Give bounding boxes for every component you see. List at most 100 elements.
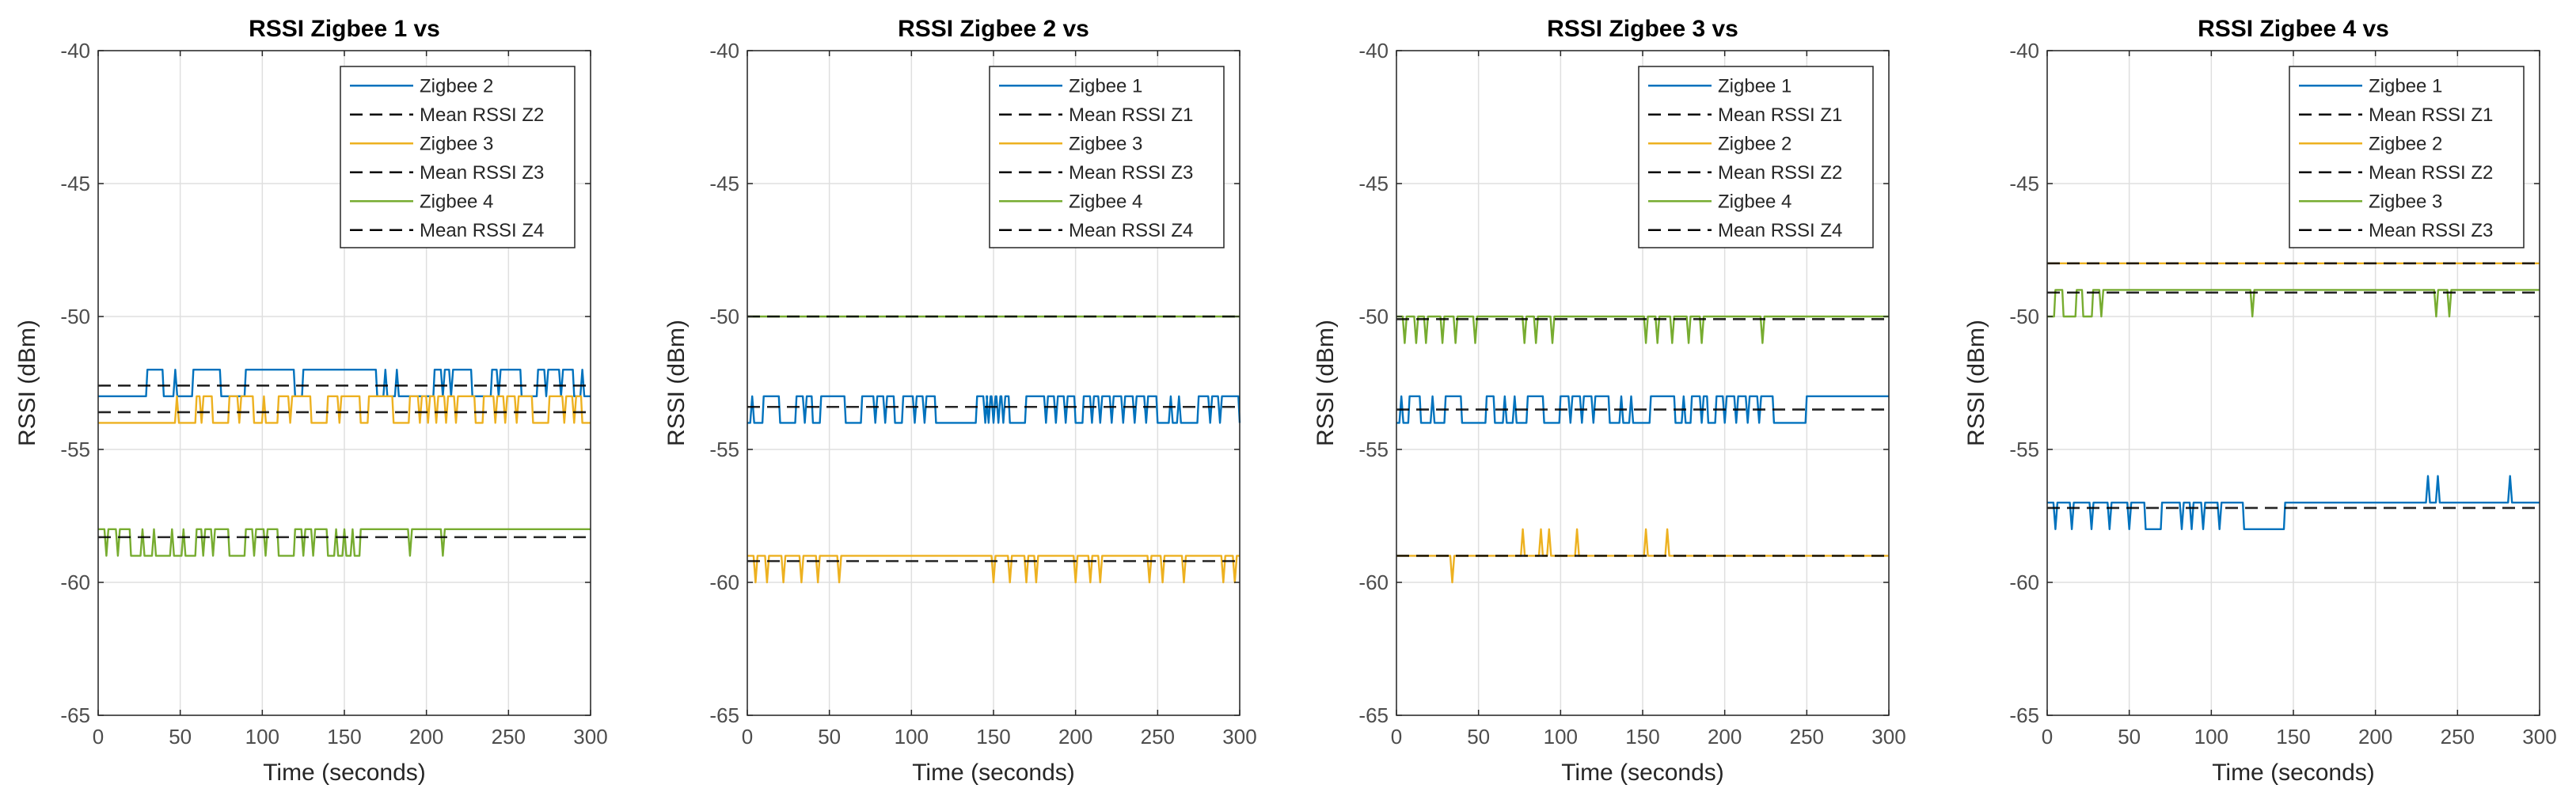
x-tick-label: 100: [245, 725, 279, 749]
y-tick-label: -40: [2009, 39, 2039, 63]
y-tick-label: -50: [2009, 305, 2039, 328]
chart-panel-1: 0 50 100 150 200 250 300 -65 -60 -55 -50 -45 -40 RSSI…: [14, 16, 608, 786]
legend-label-3: Zigbee 3: [420, 133, 493, 154]
x-tick-label: 0: [1391, 725, 1402, 749]
series-line-5: [2047, 289, 2540, 318]
y-tick-label: -50: [60, 305, 90, 328]
y-tick-label: -40: [709, 39, 739, 63]
legend-label-6: Mean RSSI Z4: [1069, 220, 1193, 241]
legend-label-5: Zigbee 4: [1718, 191, 1791, 212]
y-tick-label: -45: [60, 172, 90, 195]
x-tick-label: 250: [492, 725, 526, 749]
y-tick-label: -45: [2009, 172, 2039, 195]
series-line-5: [98, 528, 591, 557]
legend-box: [2289, 66, 2525, 248]
x-tick-label: 300: [2522, 725, 2556, 749]
legend-label-4: Mean RSSI Z2: [1718, 162, 1842, 184]
x-tick-label: 200: [1058, 725, 1092, 749]
y-tick-label: -55: [60, 438, 90, 461]
y-tick-label: -60: [2009, 570, 2039, 594]
legend: Zigbee 1 Mean RSSI Z1 Zigbee 2 Mean RSSI Z2…: [1638, 66, 1874, 248]
y-tick-label: -65: [60, 703, 90, 727]
legend-label-1: Zigbee 1: [1718, 75, 1791, 97]
legend-label-1: Zigbee 1: [1069, 75, 1142, 97]
chart-panel-2: 0 50 100 150 200 250 300 -65 -60 -55 -50 -45 -40 RSSI…: [663, 16, 1257, 786]
y-tick-label: -45: [1358, 172, 1389, 195]
x-tick-label: 150: [2276, 725, 2310, 749]
legend: Zigbee 1 Mean RSSI Z1 Zigbee 3 Mean RSSI Z3…: [989, 66, 1225, 248]
chart-panel-3: 0 50 100 150 200 250 300 -65 -60 -55 -50 -45 -40 RSSI…: [1313, 16, 1906, 786]
x-tick-label: 0: [742, 725, 753, 749]
x-tick-label: 150: [1625, 725, 1659, 749]
series-line-1: [1396, 395, 1889, 424]
y-tick-label: -55: [709, 438, 739, 461]
legend-label-3: Zigbee 2: [1718, 133, 1791, 154]
x-tick-label: 50: [2118, 725, 2141, 749]
chart-title: RSSI Zigbee 1 vs: [249, 16, 440, 42]
legend-label-2: Mean RSSI Z1: [2369, 104, 2493, 126]
legend-label-6: Mean RSSI Z4: [420, 220, 544, 241]
legend-label-4: Mean RSSI Z2: [2369, 162, 2493, 184]
y-tick-label: -65: [709, 703, 739, 727]
series-line-1: [747, 395, 1241, 424]
y-tick-label: -50: [709, 305, 739, 328]
x-tick-label: 250: [1141, 725, 1175, 749]
legend-label-3: Zigbee 2: [2369, 133, 2442, 154]
legend-box: [340, 66, 576, 248]
x-axis-label: Time (seconds): [263, 760, 426, 786]
y-tick-label: -55: [1358, 438, 1389, 461]
y-axis-label: RSSI (dBm): [1963, 320, 1989, 446]
x-tick-label: 100: [895, 725, 929, 749]
x-tick-label: 150: [327, 725, 361, 749]
x-axis-label: Time (seconds): [912, 760, 1075, 786]
series-line-3: [98, 395, 591, 424]
x-tick-label: 300: [1871, 725, 1905, 749]
x-tick-label: 50: [169, 725, 192, 749]
legend-label-5: Zigbee 4: [1069, 191, 1142, 212]
x-axis-label: Time (seconds): [1561, 760, 1724, 786]
legend-label-1: Zigbee 2: [420, 75, 493, 97]
y-tick-label: -40: [1358, 39, 1389, 63]
y-tick-label: -45: [709, 172, 739, 195]
series-line-1: [2047, 475, 2540, 530]
chart-title: RSSI Zigbee 2 vs: [898, 16, 1089, 42]
chart-panel-4: 0 50 100 150 200 250 300 -65 -60 -55 -50 -45 -40 RSSI…: [1963, 16, 2557, 786]
x-tick-label: 200: [409, 725, 443, 749]
y-tick-label: -40: [60, 39, 90, 63]
x-tick-label: 300: [573, 725, 607, 749]
legend-label-6: Mean RSSI Z3: [2369, 220, 2493, 241]
y-tick-label: -50: [1358, 305, 1389, 328]
legend-label-5: Zigbee 4: [420, 191, 493, 212]
series-line-3: [747, 555, 1240, 584]
x-tick-label: 100: [1544, 725, 1578, 749]
y-tick-label: -65: [1358, 703, 1389, 727]
legend-box: [1638, 66, 1874, 248]
y-tick-label: -65: [2009, 703, 2039, 727]
legend: Zigbee 1 Mean RSSI Z1 Zigbee 2 Mean RSSI Z2…: [2289, 66, 2525, 248]
x-tick-label: 250: [1790, 725, 1824, 749]
y-tick-label: -60: [60, 570, 90, 594]
legend-label-4: Mean RSSI Z3: [1069, 162, 1193, 184]
y-tick-label: -55: [2009, 438, 2039, 461]
x-tick-label: 0: [2042, 725, 2053, 749]
x-tick-label: 0: [93, 725, 104, 749]
legend-label-4: Mean RSSI Z3: [420, 162, 544, 184]
legend-label-2: Mean RSSI Z2: [420, 104, 544, 126]
x-axis-label: Time (seconds): [2212, 760, 2375, 786]
legend: Zigbee 2 Mean RSSI Z2 Zigbee 3 Mean RSSI Z3…: [340, 66, 576, 248]
x-tick-label: 200: [1708, 725, 1742, 749]
legend-box: [989, 66, 1225, 248]
x-tick-label: 300: [1222, 725, 1256, 749]
y-axis-label: RSSI (dBm): [663, 320, 690, 446]
x-tick-label: 200: [2358, 725, 2392, 749]
legend-label-2: Mean RSSI Z1: [1718, 104, 1842, 126]
legend-label-2: Mean RSSI Z1: [1069, 104, 1193, 126]
x-tick-label: 150: [976, 725, 1010, 749]
x-tick-label: 50: [818, 725, 841, 749]
y-axis-label: RSSI (dBm): [1313, 320, 1339, 446]
series-line-3: [1396, 528, 1889, 584]
legend-label-6: Mean RSSI Z4: [1718, 220, 1842, 241]
y-tick-label: -60: [1358, 570, 1389, 594]
y-axis-label: RSSI (dBm): [14, 320, 40, 446]
